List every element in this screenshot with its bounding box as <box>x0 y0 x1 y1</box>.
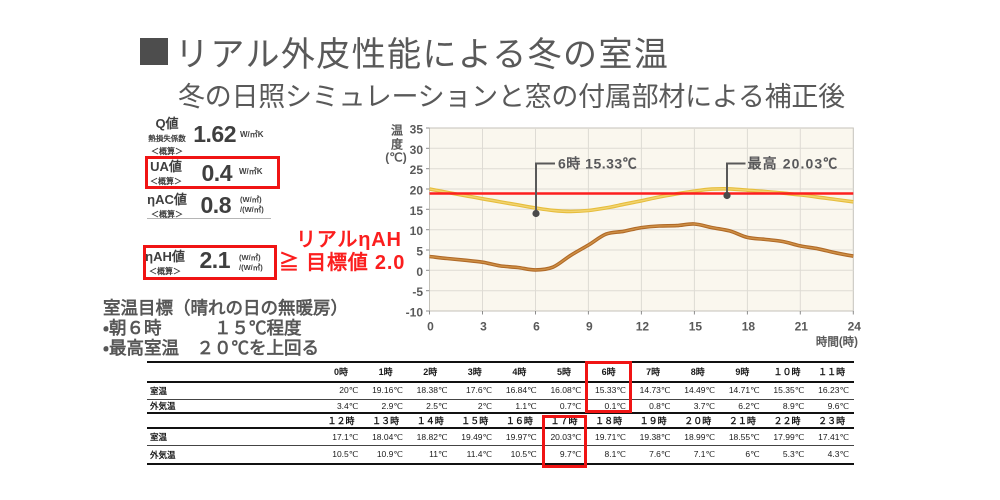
svg-text:温: 温 <box>391 124 403 138</box>
svg-text:-5: -5 <box>412 285 423 299</box>
svg-text:18: 18 <box>742 320 756 334</box>
svg-text:0: 0 <box>427 320 434 334</box>
svg-text:0: 0 <box>416 265 423 279</box>
svg-text:5: 5 <box>416 245 423 259</box>
svg-text:25: 25 <box>410 163 424 177</box>
svg-text:15: 15 <box>410 204 424 218</box>
svg-text:度: 度 <box>391 137 403 152</box>
svg-text:24: 24 <box>848 320 862 334</box>
svg-text:-10: -10 <box>406 306 424 320</box>
svg-text:最高 20.03℃: 最高 20.03℃ <box>748 156 839 172</box>
svg-text:10: 10 <box>410 224 424 238</box>
svg-text:30: 30 <box>410 143 424 157</box>
svg-text:6時 15.33℃: 6時 15.33℃ <box>558 156 637 172</box>
svg-text:15: 15 <box>689 320 703 334</box>
svg-text:35: 35 <box>410 123 424 137</box>
svg-text:3: 3 <box>480 320 487 334</box>
svg-text:(℃): (℃) <box>385 151 406 165</box>
svg-text:6: 6 <box>533 320 540 334</box>
svg-text:21: 21 <box>795 320 809 334</box>
svg-text:12: 12 <box>636 320 650 334</box>
svg-text:9: 9 <box>586 320 593 334</box>
svg-text:20: 20 <box>410 184 424 198</box>
svg-text:時間(時): 時間(時) <box>816 335 858 349</box>
